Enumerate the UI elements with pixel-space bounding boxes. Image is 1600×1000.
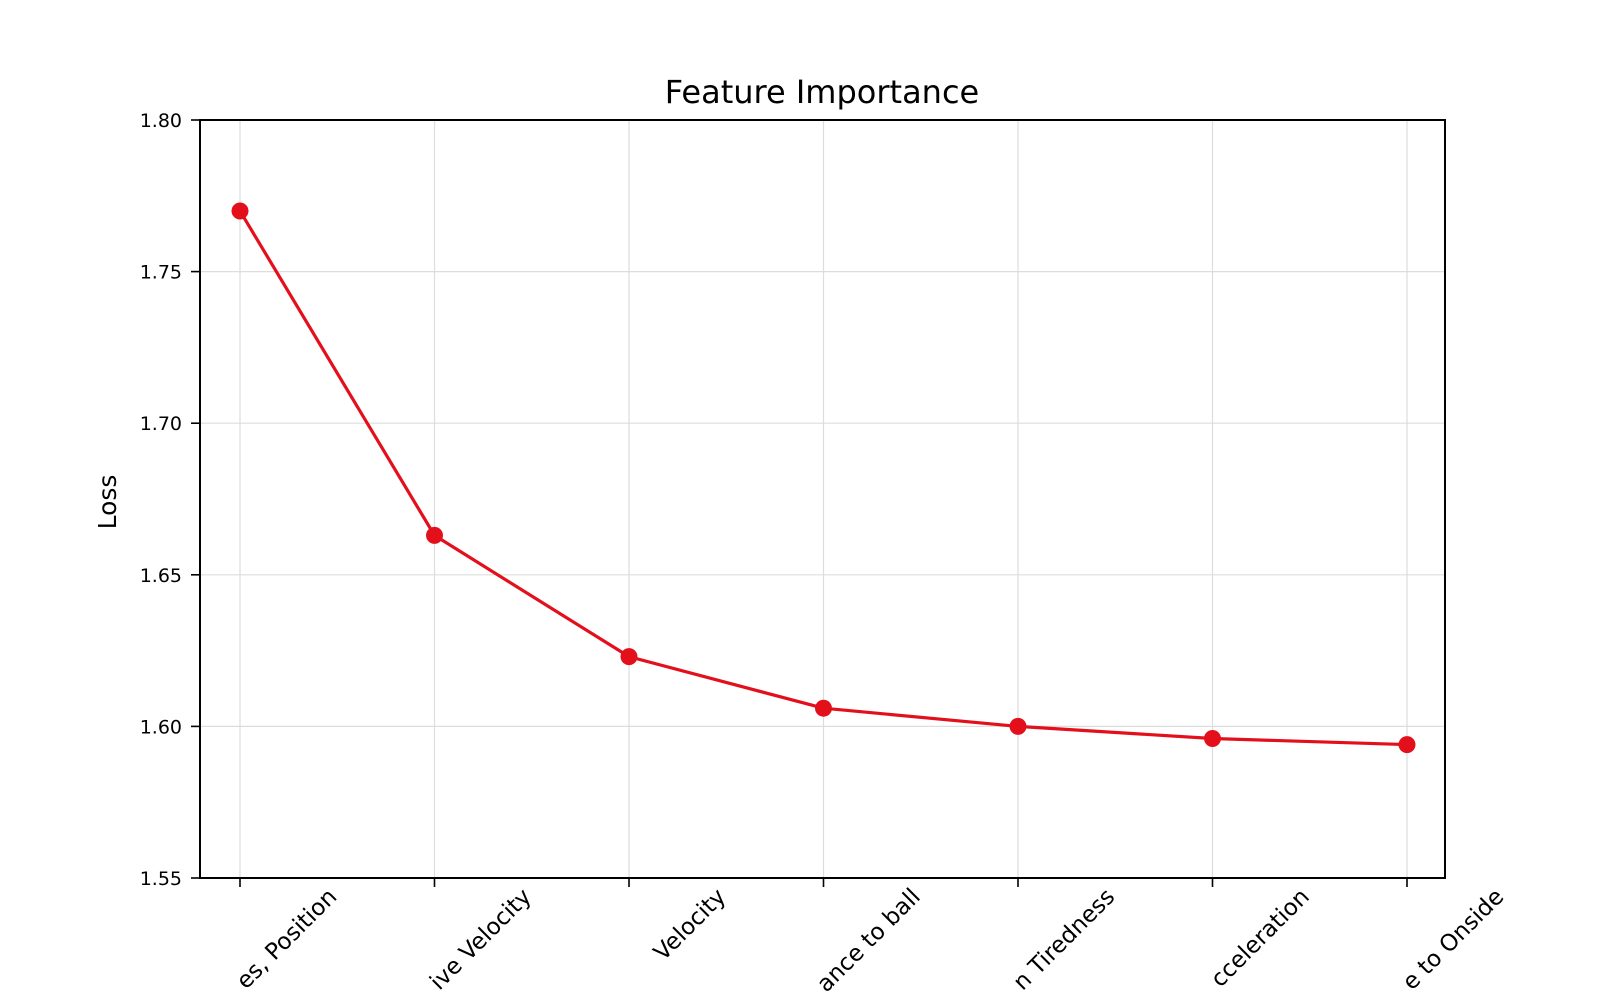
y-tick-label: 1.70 — [140, 413, 182, 435]
x-tick-label: e to Onside — [1398, 884, 1509, 995]
y-tick-label: 1.60 — [140, 716, 182, 738]
y-tick-label: 1.80 — [140, 110, 182, 132]
x-tick-label: n Tiredness — [1009, 884, 1121, 996]
y-axis-ticks: 1.55 1.60 1.65 1.70 1.75 1.80 — [140, 110, 200, 890]
y-tick-label: 1.55 — [140, 868, 182, 890]
x-tick-label: ance to ball — [812, 884, 926, 998]
data-point — [1009, 717, 1027, 735]
series-layer — [231, 202, 1416, 754]
data-point — [426, 526, 443, 544]
x-tick-label: ive Velocity — [425, 884, 537, 996]
data-point — [1204, 730, 1221, 748]
grid-layer — [200, 119, 1445, 879]
x-axis-ticks: es, Position ive Velocity Velocity ance to … — [232, 878, 1509, 998]
axes-layer — [199, 119, 1446, 879]
x-tick-label: Velocity — [649, 884, 731, 966]
data-point — [620, 648, 638, 666]
data-point — [1398, 736, 1416, 754]
x-tick-label: cceleration — [1206, 884, 1315, 993]
x-tick-label: es, Position — [232, 884, 343, 995]
y-tick-label: 1.65 — [140, 565, 182, 587]
data-point — [231, 202, 249, 220]
plot-frame — [199, 119, 1446, 879]
chart-title: Feature Importance — [665, 73, 979, 111]
data-point — [815, 699, 832, 717]
y-tick-label: 1.75 — [140, 262, 182, 284]
y-axis-label: Loss — [93, 475, 122, 530]
